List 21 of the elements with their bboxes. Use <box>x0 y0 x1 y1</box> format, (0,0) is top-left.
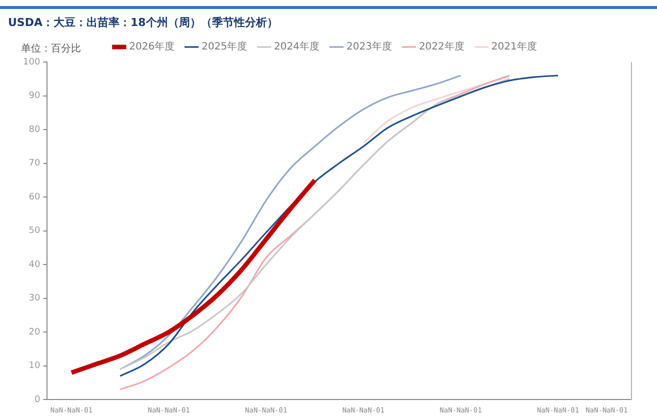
y-tick-label: 90 <box>28 91 40 102</box>
legend-label: 2026年度 <box>129 40 175 53</box>
legend-label: 2021年度 <box>491 40 537 53</box>
y-axis-title: 单位：百分比 <box>21 42 82 55</box>
legend-label: 2023年度 <box>346 40 392 53</box>
y-tick-label: 40 <box>28 260 40 270</box>
chart-title: USDA：大豆：出苗率：18个州（周）（季节性分析） <box>0 6 657 29</box>
line-series <box>69 178 318 375</box>
y-tick-label: 10 <box>28 361 40 372</box>
y-tick-label: 0 <box>34 394 40 405</box>
legend-label: 2022年度 <box>418 40 464 53</box>
legend-label: 2024年度 <box>274 40 320 53</box>
y-tick-label: 30 <box>28 294 40 304</box>
y-tick-label: 50 <box>28 226 40 236</box>
y-tick-label: 80 <box>28 124 40 135</box>
y-tick-label: 70 <box>28 158 40 169</box>
y-tick-label: 60 <box>28 192 40 202</box>
legend-label: 2025年度 <box>202 40 248 53</box>
line-series <box>362 76 510 144</box>
y-tick-label: 20 <box>28 327 40 338</box>
y-tick-label: 100 <box>22 57 40 68</box>
